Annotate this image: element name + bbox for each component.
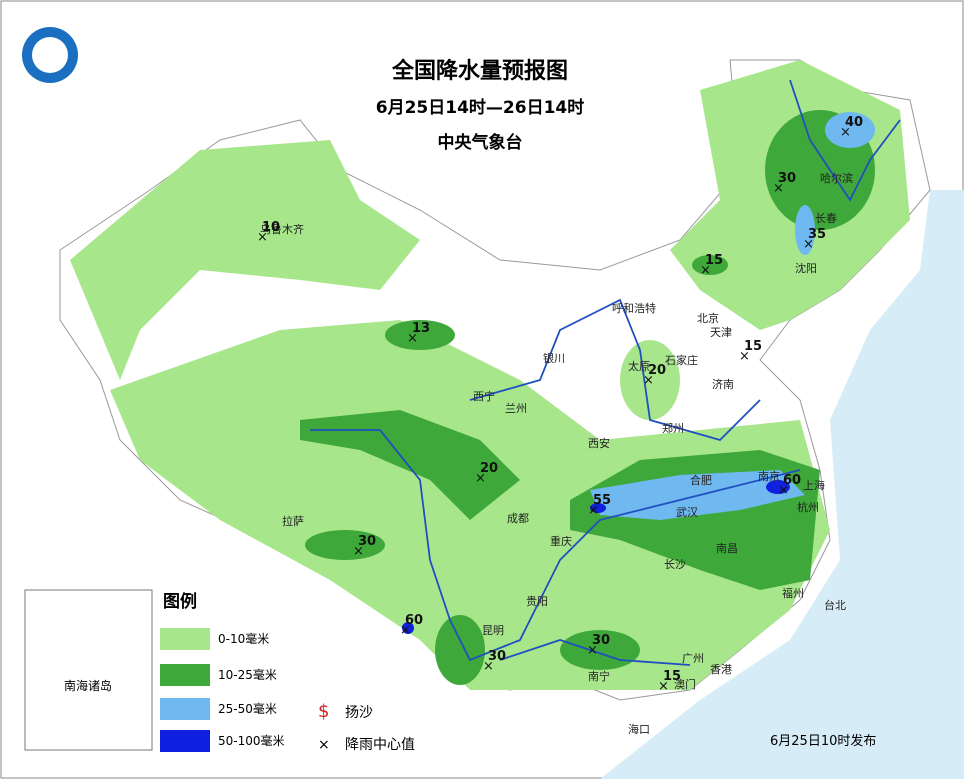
center-value: 15: [663, 669, 681, 684]
center-value: 15: [744, 339, 762, 354]
center-value: 60: [405, 613, 423, 628]
center-mark: ×: [588, 503, 599, 518]
center-value: 35: [808, 227, 826, 242]
center-value: 40: [845, 115, 863, 130]
city-label: 兰州: [505, 402, 527, 415]
city-label: 贵阳: [526, 595, 548, 608]
center-mark: ×: [400, 623, 411, 638]
rainstorm: [402, 480, 790, 634]
center-value: 55: [593, 493, 611, 508]
city-label: 上海: [803, 478, 825, 492]
center-mark: ×: [407, 331, 418, 346]
title: 全国降水量预报图: [391, 58, 568, 84]
center-value: 30: [358, 534, 376, 549]
city-label: 呼和浩特: [612, 301, 656, 315]
city-label: 成都: [507, 512, 529, 525]
rivers: [310, 79, 901, 666]
period: 6月25日14时—26日14时: [376, 98, 584, 118]
city-label: 长春: [815, 212, 837, 225]
city-label: 合肥: [690, 473, 712, 487]
center-symbol: ×: [318, 737, 330, 753]
city-label: 沈阳: [795, 261, 817, 275]
footer: 6月25日10时发布: [770, 733, 876, 749]
city-label: 武汉: [676, 506, 698, 519]
center-mark: ×: [587, 643, 598, 658]
center-value: 13: [412, 321, 430, 336]
center-mark: ×: [643, 373, 654, 388]
city-label: 南宁: [588, 669, 610, 683]
city-label: 福州: [782, 586, 804, 600]
center-value: 20: [648, 363, 666, 378]
center-mark: ×: [739, 349, 750, 364]
city-label: 石家庄: [665, 353, 698, 367]
legend-item: 0-10毫米: [218, 631, 269, 646]
legend-item: 25-50毫米: [218, 701, 277, 716]
legend-item: 50-100毫米: [218, 733, 285, 748]
city-label: 乌鲁木齐: [260, 222, 304, 236]
center-mark: ×: [353, 544, 364, 559]
city-label: 南昌: [716, 542, 738, 555]
center-value: 20: [480, 461, 498, 476]
center-mark: ×: [257, 230, 268, 245]
city-label: 拉萨: [282, 514, 304, 528]
city-label: 济南: [712, 377, 734, 391]
city-label: 昆明: [482, 624, 504, 637]
inset-label: 南海诸岛: [64, 678, 112, 693]
city-label: 天津: [710, 326, 732, 339]
legend-swatches: [160, 628, 210, 752]
city-label: 银川: [543, 351, 565, 365]
city-label: 海口: [628, 722, 650, 736]
issuer: 中央气象台: [438, 132, 523, 153]
city-label: 西宁: [473, 389, 495, 403]
center-mark: ×: [840, 125, 851, 140]
center-value: 30: [592, 633, 610, 648]
centers: ×10×40×30×35×15×13×15×20×20×55×60×30×60×…: [257, 115, 863, 694]
center-mark: ×: [773, 181, 784, 196]
center-mark: ×: [658, 679, 669, 694]
legend-title: 图例: [163, 591, 197, 612]
center-value: 30: [778, 171, 796, 186]
inset: [24, 589, 153, 751]
city-label: 香港: [710, 663, 732, 676]
center-value: 15: [705, 253, 723, 268]
city-label: 郑州: [662, 421, 684, 435]
center-value: 10: [262, 220, 280, 235]
sea: [600, 190, 964, 779]
center-mark: ×: [700, 263, 711, 278]
legend-item: 10-25毫米: [218, 667, 277, 682]
logo: [22, 27, 78, 83]
legend-symbol: 扬沙: [345, 705, 373, 721]
city-label: 哈尔滨: [820, 171, 853, 185]
center-mark: ×: [475, 471, 486, 486]
city-label: 长沙: [664, 558, 686, 571]
city-label: 台北: [824, 598, 846, 612]
sand-symbol: $: [318, 701, 329, 722]
city-label: 太原: [628, 360, 650, 373]
city-label: 南京: [758, 469, 780, 483]
city-label: 西安: [588, 436, 610, 450]
legend-symbol: 降雨中心值: [345, 737, 415, 753]
center-value: 60: [783, 473, 801, 488]
center-mark: ×: [803, 237, 814, 252]
center-value: 30: [488, 649, 506, 664]
city-label: 重庆: [550, 534, 572, 548]
city-label: 杭州: [797, 500, 819, 514]
city-label: 澳门: [674, 677, 696, 691]
center-mark: ×: [778, 483, 789, 498]
city-label: 北京: [697, 311, 719, 325]
city-label: 广州: [682, 652, 704, 665]
center-mark: ×: [483, 659, 494, 674]
